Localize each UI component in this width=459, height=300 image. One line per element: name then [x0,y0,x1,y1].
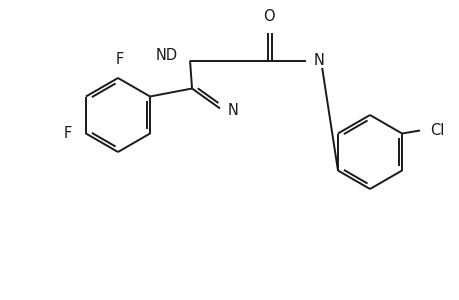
Text: ND: ND [156,48,178,63]
Text: O: O [263,8,274,23]
Text: N: N [228,103,238,118]
Text: F: F [63,126,72,141]
Text: F: F [116,52,124,67]
Text: Cl: Cl [429,123,443,138]
Text: N: N [313,53,324,68]
